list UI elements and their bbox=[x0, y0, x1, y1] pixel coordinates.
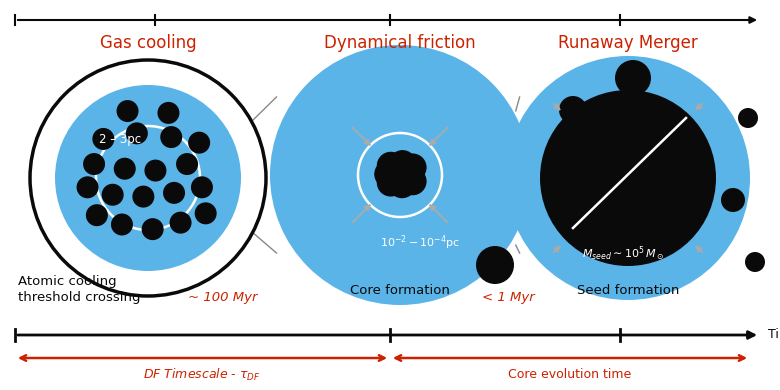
Circle shape bbox=[270, 45, 530, 305]
Text: < 1 Myr: < 1 Myr bbox=[481, 291, 534, 305]
Circle shape bbox=[176, 153, 198, 175]
Circle shape bbox=[377, 168, 405, 197]
Circle shape bbox=[30, 60, 266, 296]
Circle shape bbox=[388, 170, 416, 198]
Circle shape bbox=[126, 122, 148, 144]
Circle shape bbox=[188, 132, 210, 154]
Circle shape bbox=[111, 213, 133, 236]
Circle shape bbox=[399, 167, 427, 195]
Text: 2 – 3pc: 2 – 3pc bbox=[99, 133, 141, 147]
Circle shape bbox=[163, 182, 185, 204]
Circle shape bbox=[615, 60, 651, 96]
Circle shape bbox=[169, 212, 192, 234]
Text: Gas cooling: Gas cooling bbox=[100, 34, 197, 52]
Text: $10^{-2}-10^{-4}$pc: $10^{-2}-10^{-4}$pc bbox=[380, 234, 460, 252]
Circle shape bbox=[191, 176, 213, 198]
Circle shape bbox=[76, 176, 98, 198]
Circle shape bbox=[142, 218, 164, 240]
Circle shape bbox=[86, 204, 108, 226]
Text: DF Timescale - $\tau_{DF}$: DF Timescale - $\tau_{DF}$ bbox=[143, 367, 261, 383]
Circle shape bbox=[399, 153, 427, 181]
Text: Core evolution time: Core evolution time bbox=[509, 369, 632, 381]
Text: Atomic cooling: Atomic cooling bbox=[18, 275, 117, 289]
Circle shape bbox=[377, 152, 405, 180]
Circle shape bbox=[397, 158, 425, 186]
Circle shape bbox=[559, 96, 587, 124]
Circle shape bbox=[195, 202, 217, 224]
Circle shape bbox=[114, 158, 136, 180]
Circle shape bbox=[83, 153, 105, 175]
Circle shape bbox=[160, 126, 183, 148]
Circle shape bbox=[133, 186, 154, 207]
Circle shape bbox=[144, 160, 166, 182]
Text: Seed formation: Seed formation bbox=[577, 284, 679, 296]
Circle shape bbox=[374, 160, 402, 188]
Circle shape bbox=[738, 108, 758, 128]
Circle shape bbox=[721, 188, 745, 212]
Circle shape bbox=[506, 56, 750, 300]
Circle shape bbox=[476, 246, 514, 284]
Circle shape bbox=[745, 252, 765, 272]
Circle shape bbox=[92, 128, 115, 150]
Text: $M_{seed}\sim 10^5\,M_\odot$: $M_{seed}\sim 10^5\,M_\odot$ bbox=[582, 245, 664, 263]
Text: Core formation: Core formation bbox=[350, 284, 450, 296]
Text: Time: Time bbox=[768, 328, 780, 342]
Circle shape bbox=[116, 100, 139, 122]
Circle shape bbox=[386, 162, 414, 190]
Text: Runaway Merger: Runaway Merger bbox=[558, 34, 698, 52]
Circle shape bbox=[55, 85, 241, 271]
Text: Dynamical friction: Dynamical friction bbox=[324, 34, 476, 52]
Circle shape bbox=[101, 184, 124, 206]
Circle shape bbox=[540, 90, 716, 266]
Circle shape bbox=[388, 150, 417, 178]
Circle shape bbox=[158, 102, 179, 124]
Text: threshold crossing: threshold crossing bbox=[18, 291, 140, 305]
Text: ~ 100 Myr: ~ 100 Myr bbox=[188, 291, 257, 305]
